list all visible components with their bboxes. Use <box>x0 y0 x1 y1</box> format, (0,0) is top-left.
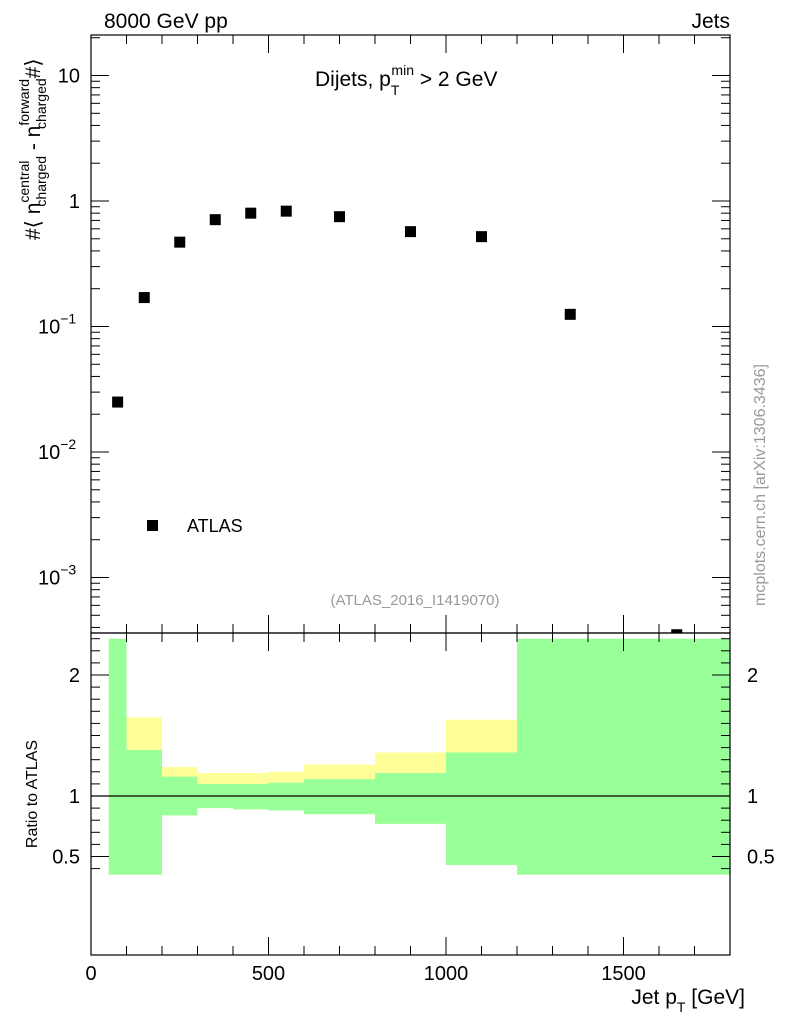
xlabel: Jet pT [GeV] <box>631 986 745 1015</box>
ratio-ytick-label-right-1: 1 <box>747 786 758 808</box>
data-point-5 <box>280 205 292 217</box>
legend-label-atlas: ATLAS <box>187 516 243 536</box>
main-ticks: 10 1 10−1 10−2 10−3 <box>38 35 731 633</box>
green-band-1 <box>126 750 162 875</box>
main-ylabel-minus: - n <box>22 126 45 156</box>
analysis-watermark: (ATLAS_2016_I1419070) <box>330 592 499 609</box>
main-title-sup: min <box>391 62 414 78</box>
xlabel-sub: T <box>677 999 686 1015</box>
main-title: Dijets, pTmin > 2 GeV <box>315 62 497 98</box>
ratio-xtick-label-0: 0 <box>85 963 96 985</box>
green-band-4 <box>233 783 269 810</box>
ratio-xtick-label-2: 1000 <box>424 963 469 985</box>
main-ytick-label-3: 10−2 <box>38 436 76 464</box>
main-ytick-label-4: 10−3 <box>38 562 76 590</box>
main-points <box>112 205 683 633</box>
main-ylabel-sub1: charged <box>33 156 49 207</box>
main-title-text: Dijets, p <box>315 68 391 91</box>
ratio-ticks: 0 500 1000 1500 0.5 0.5 1 1 2 2 <box>52 633 775 985</box>
data-point-2 <box>174 236 186 248</box>
main-ytick-label-1: 1 <box>69 191 80 213</box>
green-band-6 <box>304 779 375 815</box>
green-band-7 <box>375 773 446 824</box>
main-ylabel-sub2: charged <box>33 78 49 129</box>
main-ylabel-sup1: central <box>16 161 32 203</box>
data-point-10 <box>671 629 683 633</box>
ratio-ytick-label-right-0: 0.5 <box>747 847 775 869</box>
ratio-xtick-label-1: 500 <box>252 963 285 985</box>
data-point-7 <box>405 226 416 238</box>
main-ylabel-start: #⟨ n <box>22 203 45 240</box>
green-band-8 <box>446 752 517 865</box>
ratio-xtick-label-3: 1500 <box>601 963 646 985</box>
data-point-8 <box>476 231 487 243</box>
xlabel-rest: [GeV] <box>685 986 745 1009</box>
ratio-ytick-label-left-1: 1 <box>69 786 80 808</box>
data-point-0 <box>112 396 124 408</box>
main-ylabel-sup2: forward <box>16 79 32 126</box>
xlabel-main: Jet p <box>631 986 677 1009</box>
ratio-ytick-label-left-2: 2 <box>69 665 80 687</box>
ratio-ylabel: Ratio to ATLAS <box>24 740 41 848</box>
main-title-sub: T <box>391 82 400 98</box>
header-right: Jets <box>691 10 730 33</box>
header-left: 8000 GeV pp <box>104 10 228 33</box>
data-point-6 <box>334 211 345 223</box>
main-ylabel-end: #⟩ <box>22 58 45 78</box>
main-ytick-label-2: 10−1 <box>38 311 76 339</box>
data-point-4 <box>245 207 257 219</box>
data-point-3 <box>209 214 221 226</box>
green-band-9 <box>517 638 730 875</box>
ratio-bands <box>108 638 730 875</box>
legend-marker-atlas <box>147 520 158 531</box>
ratio-ytick-label-right-2: 2 <box>747 665 758 687</box>
data-point-1 <box>138 292 150 304</box>
main-ylabel: #⟨ ncentralcharged - nforwardcharged#⟩ <box>16 58 49 240</box>
data-point-9 <box>564 308 576 320</box>
main-ytick-label-0: 10 <box>58 66 80 88</box>
side-label: mcplots.cern.ch [arXiv:1306.3436] <box>752 364 769 606</box>
main-panel-frame <box>90 34 731 634</box>
green-band-0 <box>108 638 127 875</box>
main-title-rest: > 2 GeV <box>414 68 497 91</box>
ratio-ytick-label-left-0: 0.5 <box>52 847 80 869</box>
green-band-5 <box>268 782 304 811</box>
